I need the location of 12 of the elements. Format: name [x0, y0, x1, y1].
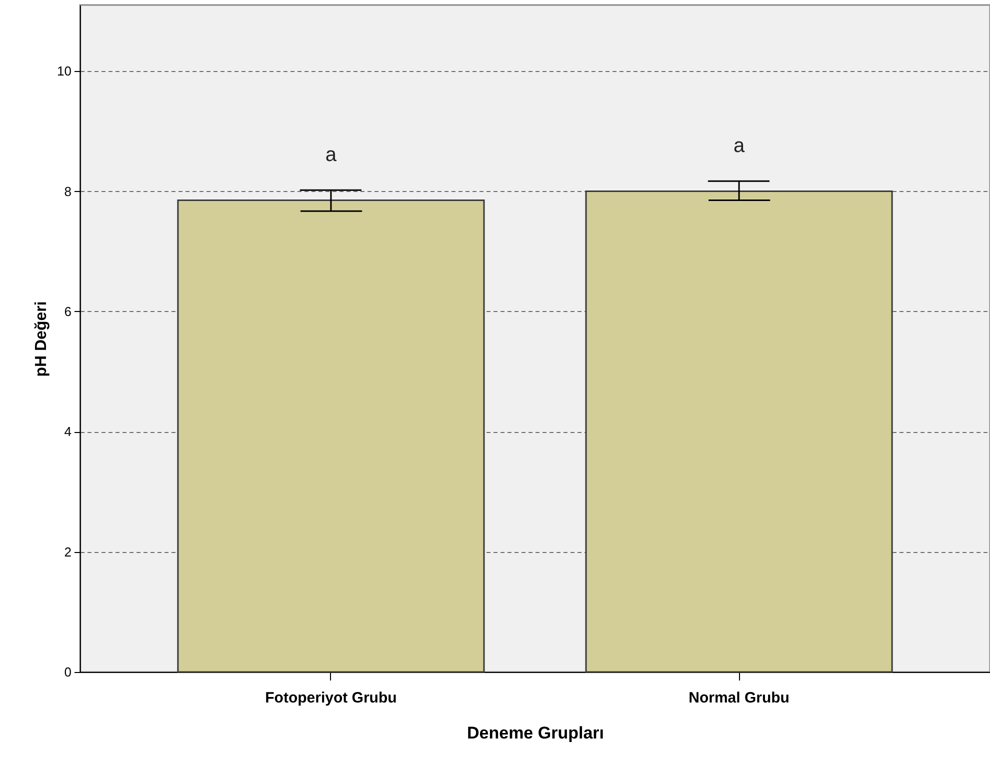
- x-tick-label: Normal Grubu: [688, 690, 790, 706]
- y-tick-label: 8: [64, 184, 72, 199]
- y-tick-label: 2: [64, 544, 72, 560]
- x-axis-title: Deneme Grupları: [467, 724, 604, 742]
- y-axis-title: pH Değeri: [33, 301, 50, 377]
- y-tick-label: 0: [64, 664, 72, 680]
- annotation: a: [325, 144, 338, 166]
- annotation: a: [733, 135, 746, 158]
- x-tick-label: Fotoperiyot Grubu: [265, 690, 397, 706]
- y-tick-label: 6: [64, 304, 72, 319]
- y-tick-label: 10: [57, 64, 72, 79]
- y-tick-label: 4: [64, 424, 72, 440]
